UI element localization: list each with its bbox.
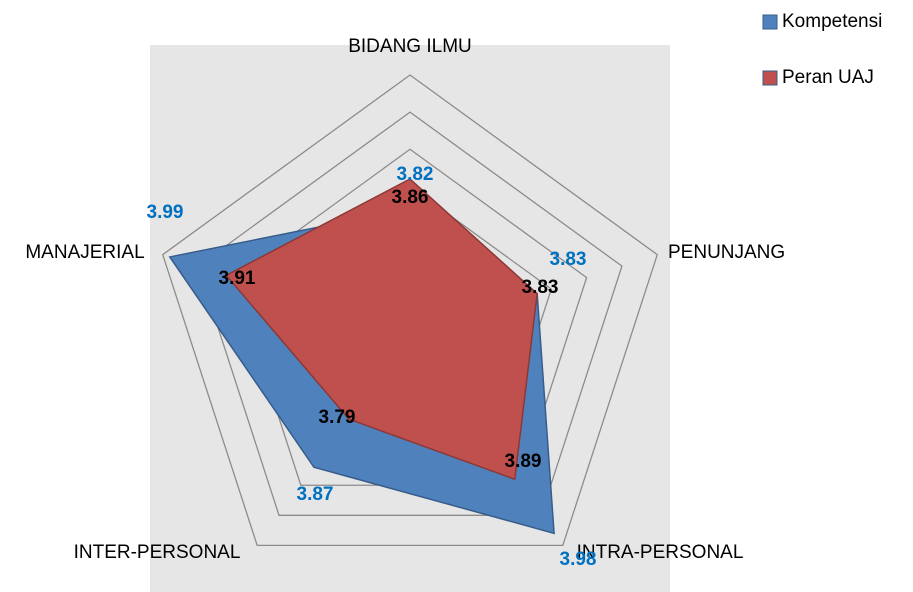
axis-label: PENUNJANG [668,242,785,263]
value-label: 3.79 [319,407,356,428]
axis-label: INTRA-PERSONAL [577,542,744,563]
grid-ring [161,74,659,546]
value-label: 3.86 [392,187,429,208]
legend-label: Peran UAJ [782,67,874,88]
value-label: 3.91 [219,268,256,289]
axis-label: MANAJERIAL [25,242,144,263]
value-label: 3.83 [522,277,559,298]
value-label: 3.98 [560,549,597,570]
value-label: 3.89 [505,451,542,472]
value-label: 3.87 [297,484,334,505]
value-label: 3.99 [147,202,184,223]
axis-label: INTER-PERSONAL [74,542,241,563]
legend-label: Kompetensi [782,11,882,32]
grid-ring [197,111,623,516]
legend-swatch [762,70,778,86]
value-label: 3.83 [550,249,587,270]
series-area [225,178,538,481]
legend-swatch [762,14,778,30]
axis-label: BIDANG ILMU [348,36,472,57]
value-label: 3.82 [397,164,434,185]
